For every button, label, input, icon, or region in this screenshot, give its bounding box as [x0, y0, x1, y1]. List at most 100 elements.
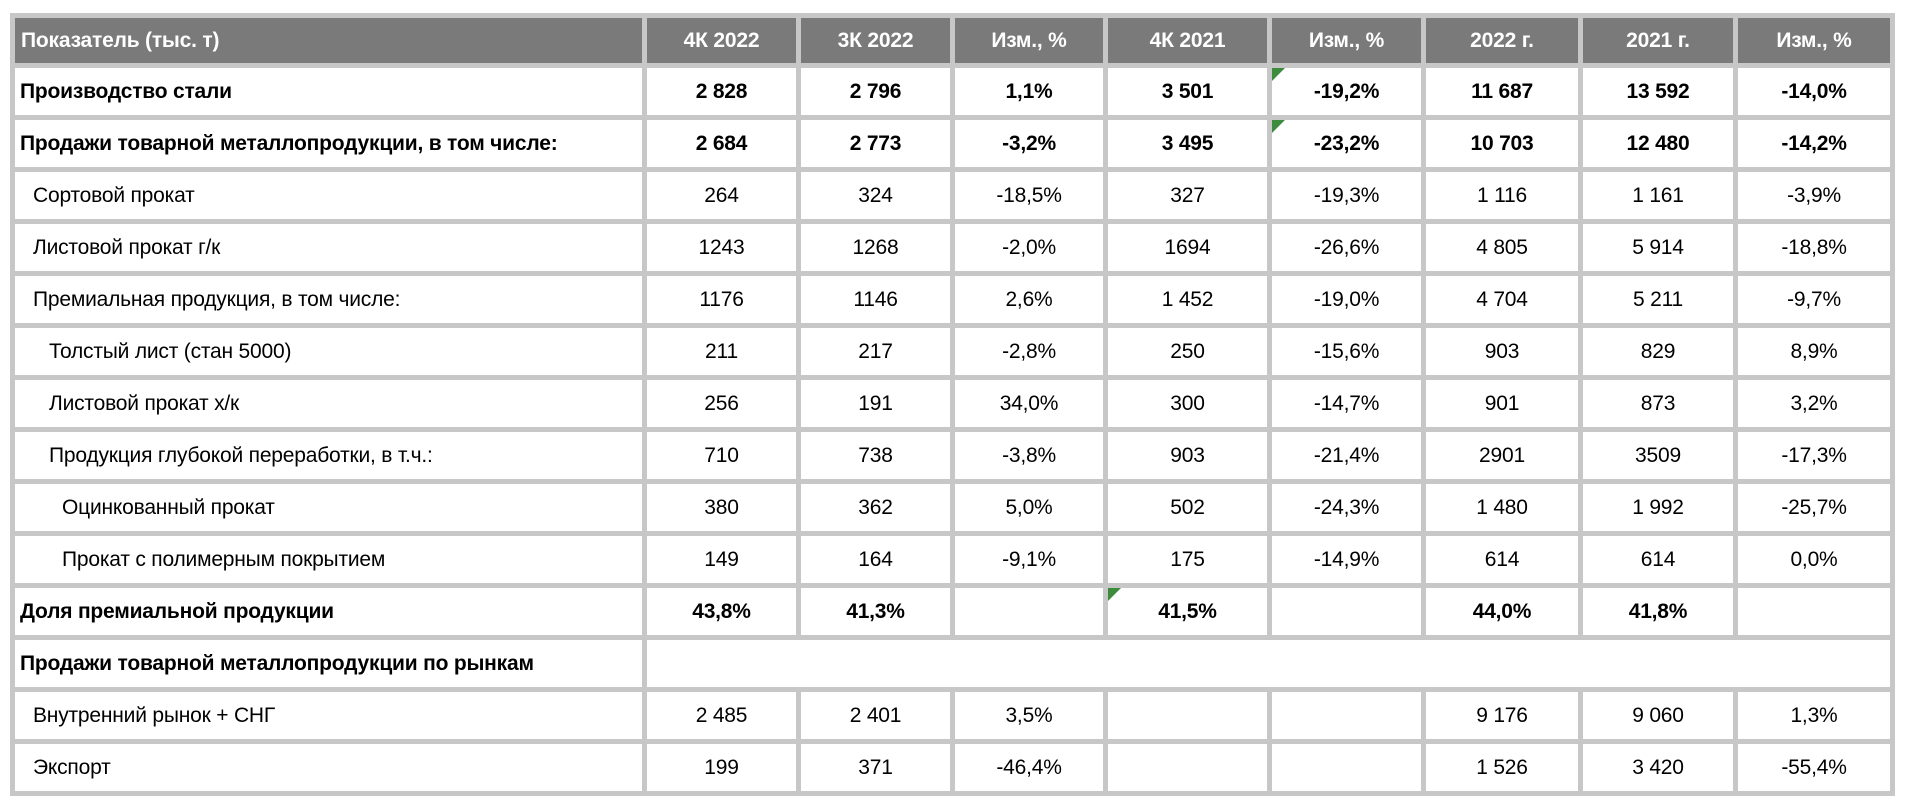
cell-text: -55,4% — [1781, 755, 1847, 779]
cell-value: 1 116 — [1421, 167, 1583, 224]
cell-value: 43,8% — [642, 583, 801, 640]
cell-text: -21,4% — [1313, 443, 1380, 467]
cell-text: 710 — [704, 443, 739, 467]
cell-text: 5 914 — [1632, 235, 1684, 259]
cell-value — [1103, 687, 1272, 744]
cell-text: 264 — [704, 183, 739, 207]
cell-text: 250 — [1170, 339, 1205, 363]
table-row: Производство стали 2 828 2 796 1,1% 3 501 -19… — [10, 63, 1895, 120]
cell-text: 362 — [858, 495, 893, 519]
cell-text: -17,3% — [1781, 443, 1847, 467]
cell-value: -19,0% — [1267, 271, 1426, 328]
table-row: Продажи товарной металлопродукции по рын… — [10, 635, 1895, 692]
row-label: Толстый лист (стан 5000) — [10, 323, 647, 380]
cell-text: -23,2% — [1313, 131, 1380, 155]
cell-text: 502 — [1170, 495, 1205, 519]
cell-value — [1267, 687, 1426, 744]
cell-value: 4 704 — [1421, 271, 1583, 328]
cell-value: 5,0% — [950, 479, 1108, 536]
row-label: Прокат с полимерным покрытием — [10, 531, 647, 588]
cell-value: 1,1% — [950, 63, 1108, 120]
cell-text: 1176 — [699, 287, 744, 311]
cell-text: 300 — [1170, 391, 1205, 415]
row-label: Листовой прокат х/к — [10, 375, 647, 432]
cell-value: -18,5% — [950, 167, 1108, 224]
cell-value: 44,0% — [1421, 583, 1583, 640]
row-label: Продукция глубокой переработки, в т.ч.: — [10, 427, 647, 484]
cell-text: 3 501 — [1161, 79, 1214, 103]
cell-value: 1176 — [642, 271, 801, 328]
cell-value — [1267, 583, 1426, 640]
cell-value: 217 — [796, 323, 955, 380]
table-row: Внутренний рынок + СНГ 2 485 2 401 3,5% 9 17… — [10, 687, 1895, 744]
cell-value: 738 — [796, 427, 955, 484]
cell-value: 1 526 — [1421, 739, 1583, 796]
cell-text: 614 — [1640, 547, 1676, 571]
cell-value: -46,4% — [950, 739, 1108, 796]
cell-value: 1 452 — [1103, 271, 1272, 328]
production-sales-table: Показатель (тыс. т) 4К 2022 3К 2022 Изм., %… — [10, 13, 1895, 796]
cell-value: -21,4% — [1267, 427, 1426, 484]
cell-value: 250 — [1103, 323, 1272, 380]
cell-text: 327 — [1170, 183, 1205, 207]
cell-text: 199 — [704, 755, 739, 779]
cell-text: 4 805 — [1476, 235, 1528, 259]
row-label: Премиальная продукция, в том числе: — [10, 271, 647, 328]
cell-text: 3 420 — [1632, 755, 1684, 779]
cell-text: 829 — [1640, 339, 1676, 363]
cell-text: -14,7% — [1313, 391, 1380, 415]
cell-value: -19,2% — [1267, 63, 1426, 120]
cell-value: 2 828 — [642, 63, 801, 120]
cell-value: 3 501 — [1103, 63, 1272, 120]
cell-value: -2,0% — [950, 219, 1108, 276]
cell-text: 1,3% — [1790, 703, 1838, 727]
cell-value: 41,8% — [1578, 583, 1738, 640]
cell-text: 1243 — [698, 235, 745, 259]
cell-value: -2,8% — [950, 323, 1108, 380]
cell-text: -9,1% — [1002, 547, 1056, 571]
cell-value: -19,3% — [1267, 167, 1426, 224]
cell-value: -18,8% — [1733, 219, 1895, 276]
cell-text: 1694 — [1164, 235, 1211, 259]
cell-text: 1 116 — [1477, 183, 1527, 207]
cell-text: -24,3% — [1313, 495, 1380, 519]
header-cell: Изм., % — [1733, 13, 1895, 68]
header-cell: 4К 2021 — [1103, 13, 1272, 68]
table-row: Доля премиальной продукции 43,8% 41,3% 41,5… — [10, 583, 1895, 640]
cell-value: 614 — [1421, 531, 1583, 588]
cell-text: 2 401 — [849, 703, 902, 727]
cell-text: -3,9% — [1787, 183, 1841, 207]
row-label: Оцинкованный прокат — [10, 479, 647, 536]
cell-value: 903 — [1421, 323, 1583, 380]
cell-text: 1 992 — [1632, 495, 1684, 519]
cell-text: 873 — [1640, 391, 1676, 415]
cell-text: 1 526 — [1476, 755, 1528, 779]
table-row: Листовой прокат г/к 1243 1268 -2,0% 1694 -26,… — [10, 219, 1895, 276]
cell-text: 41,5% — [1158, 599, 1217, 623]
cell-text: -14,2% — [1781, 131, 1847, 155]
cell-text: 44,0% — [1472, 599, 1532, 623]
cell-value: 380 — [642, 479, 801, 536]
header-cell: Изм., % — [950, 13, 1108, 68]
header-cell: 2021 г. — [1578, 13, 1738, 68]
row-label: Внутренний рынок + СНГ — [10, 687, 647, 744]
cell-value: 1 480 — [1421, 479, 1583, 536]
cell-value: -3,8% — [950, 427, 1108, 484]
cell-value: 903 — [1103, 427, 1272, 484]
cell-text: 2 828 — [695, 79, 748, 103]
cell-text: -2,8% — [1002, 339, 1056, 363]
cell-value: -15,6% — [1267, 323, 1426, 380]
cell-text: 2 485 — [695, 703, 748, 727]
cell-value: 1268 — [796, 219, 955, 276]
cell-text: -3,8% — [1002, 443, 1056, 467]
cell-value: 10 703 — [1421, 115, 1583, 172]
table-body: Производство стали 2 828 2 796 1,1% 3 501 -19… — [10, 63, 1895, 796]
cell-value: -24,3% — [1267, 479, 1426, 536]
cell-text: 903 — [1170, 443, 1205, 467]
cell-value: -14,0% — [1733, 63, 1895, 120]
cell-value: 502 — [1103, 479, 1272, 536]
cell-text: -46,4% — [996, 755, 1062, 779]
cell-value: 1146 — [796, 271, 955, 328]
report-table-container: Показатель (тыс. т) 4К 2022 3К 2022 Изм., %… — [10, 13, 1895, 796]
table-row: Толстый лист (стан 5000) 211 217 -2,8% 250 -1… — [10, 323, 1895, 380]
